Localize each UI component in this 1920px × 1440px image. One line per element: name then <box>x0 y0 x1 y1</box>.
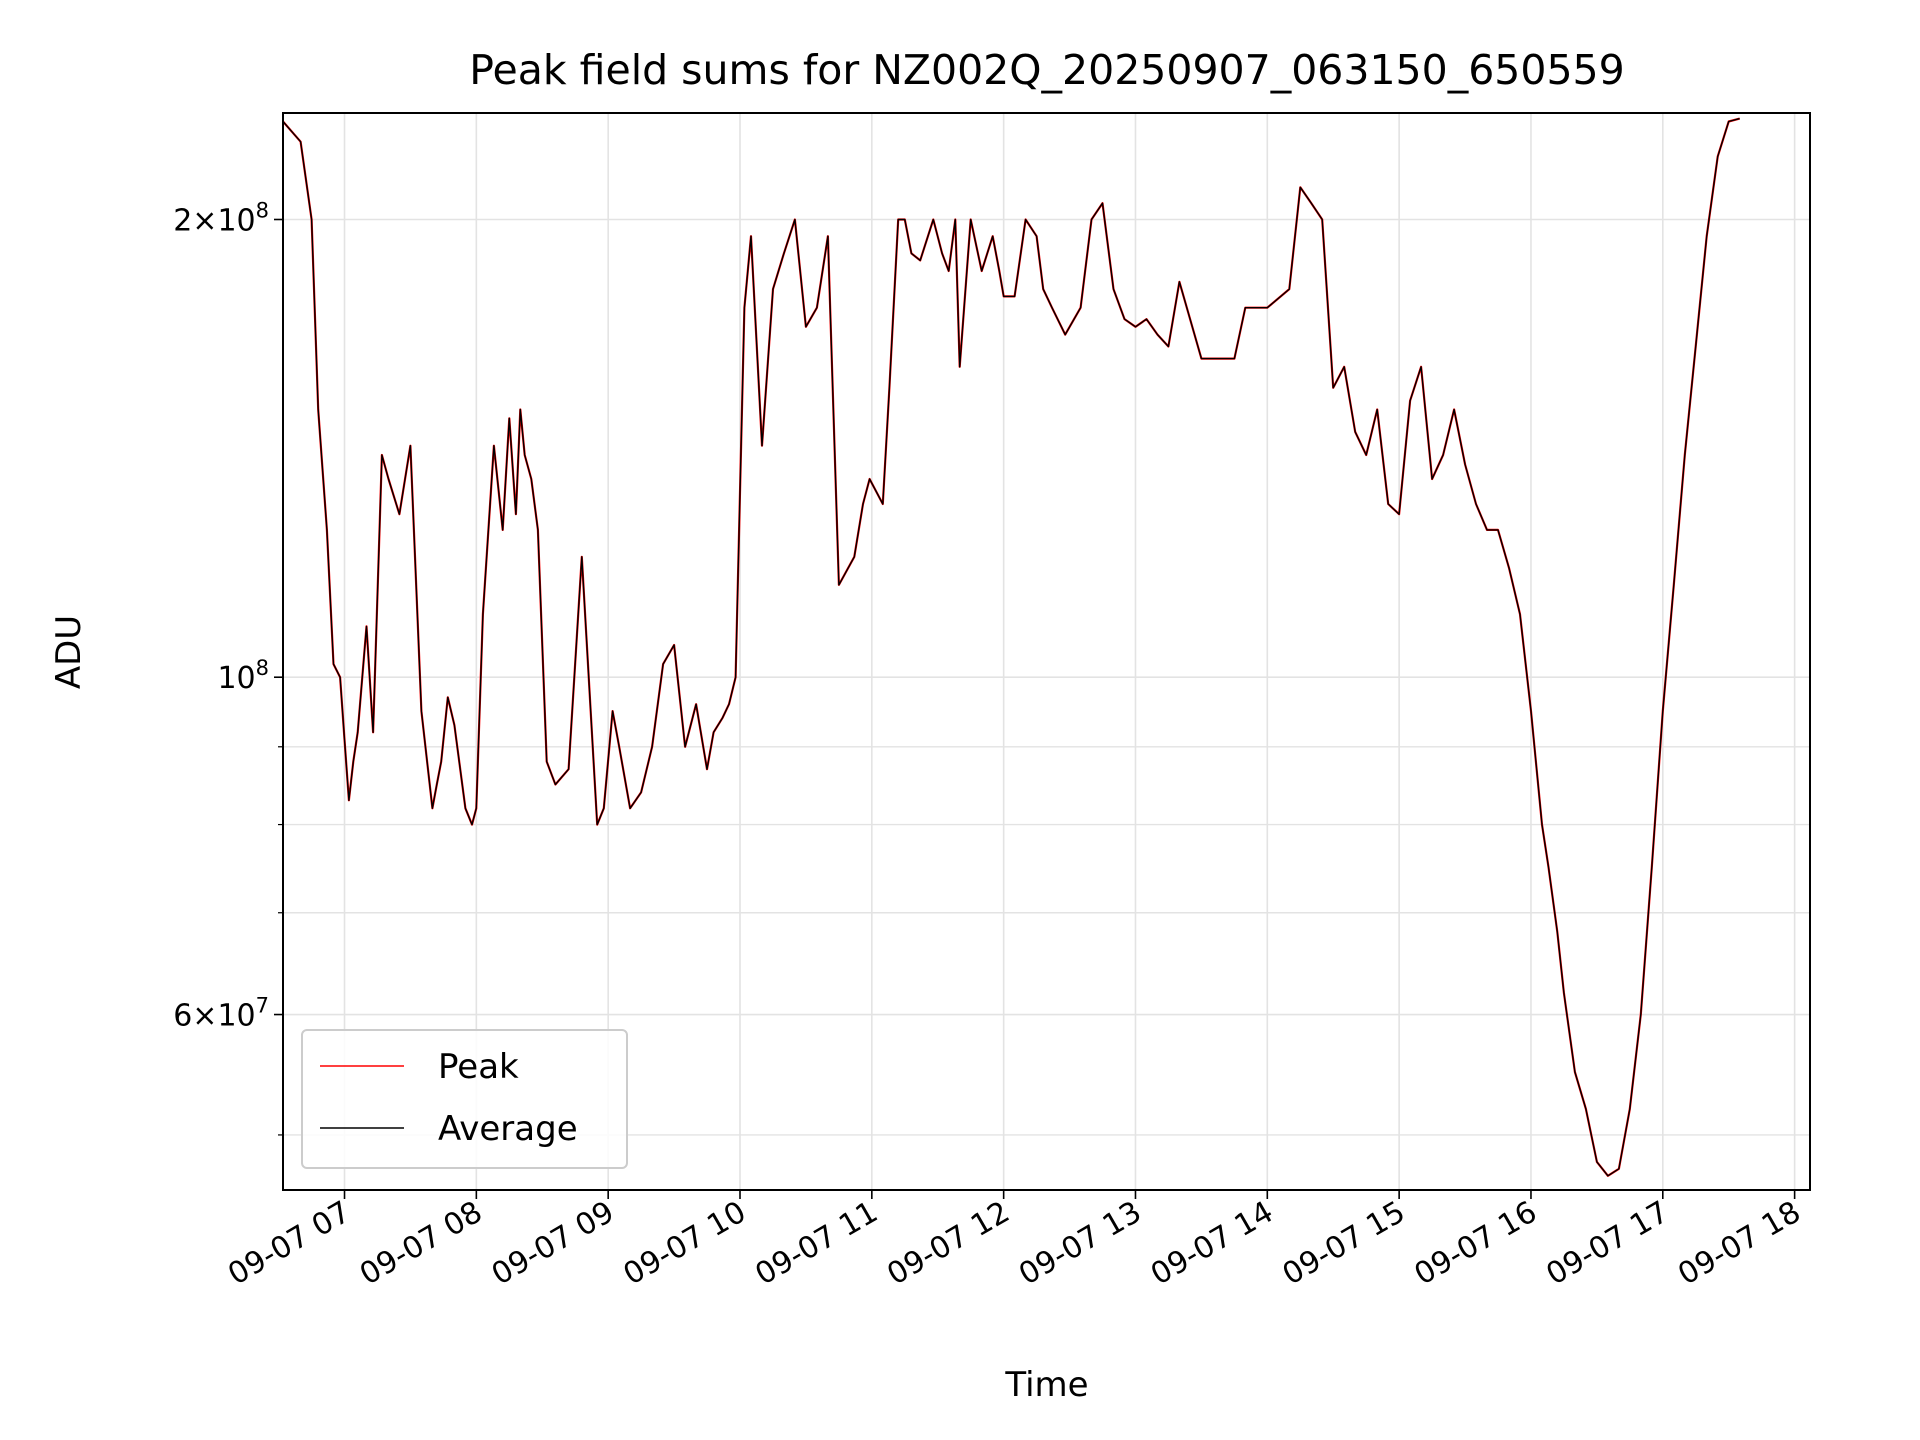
series-layer <box>282 117 1740 1177</box>
x-axis-label: Time <box>1004 1365 1088 1405</box>
series-line-average <box>282 117 1740 1177</box>
legend-label-peak: Peak <box>438 1047 519 1087</box>
grid-lines <box>283 113 1810 1190</box>
legend-box <box>301 1029 628 1169</box>
y-tick-label: 2×108 <box>173 198 269 238</box>
legend: Peak Average <box>301 1029 628 1169</box>
y-tick-label: 6×107 <box>173 994 269 1034</box>
plot-area-frame <box>282 112 1811 1191</box>
y-axis: 2×108 108 6×107 <box>173 198 283 1136</box>
legend-label-average: Average <box>438 1109 578 1149</box>
chart-title: Peak field sums for NZ002Q_20250907_0631… <box>469 46 1624 94</box>
y-axis-label: ADU <box>49 615 89 689</box>
y-tick-label: 108 <box>217 656 269 696</box>
